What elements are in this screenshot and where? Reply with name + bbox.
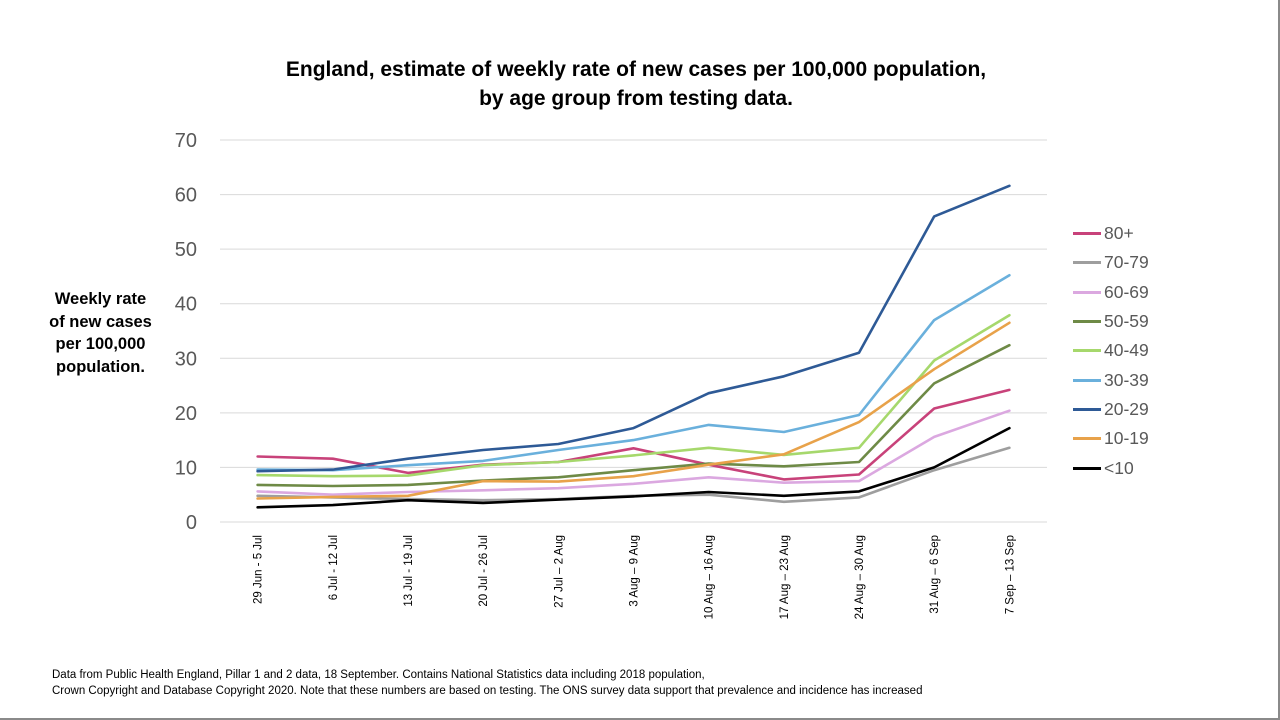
- chart-title: England, estimate of weekly rate of new …: [200, 55, 1072, 113]
- y-tick-label: 50: [175, 239, 197, 261]
- legend-item: 30-39: [1073, 365, 1149, 394]
- x-tick-label: 24 Aug – 30 Aug: [854, 535, 866, 619]
- x-tick-label: 3 Aug – 9 Aug: [629, 535, 641, 607]
- bottom-border: [0, 718, 1280, 720]
- legend-swatch: [1073, 437, 1101, 441]
- series-line-60-69: [256, 409, 1011, 497]
- legend-label: 70-79: [1104, 252, 1149, 273]
- chart-title-line-1: England, estimate of weekly rate of new …: [285, 58, 987, 81]
- legend-label: 80+: [1104, 223, 1134, 244]
- legend-label: 20-29: [1104, 398, 1149, 419]
- x-tick-label: 6 Jul - 12 Jul: [328, 535, 340, 600]
- footnote-line-1: Data from Public Health England, Pillar …: [52, 669, 705, 681]
- legend-label: 60-69: [1104, 281, 1149, 302]
- legend-swatch: [1073, 261, 1101, 265]
- x-tick-label: 17 Aug – 23 Aug: [779, 535, 791, 619]
- series-line-<10: [256, 426, 1011, 509]
- legend-swatch: [1073, 232, 1101, 236]
- legend-label: 40-49: [1104, 340, 1149, 361]
- y-tick-label: 70: [175, 130, 197, 152]
- legend-label: <10: [1104, 457, 1134, 478]
- x-tick-label: 13 Jul - 19 Jul: [403, 535, 415, 607]
- legend-item: 70-79: [1073, 248, 1149, 277]
- y-axis-label-line-4: population.: [56, 357, 145, 376]
- legend-label: 30-39: [1104, 369, 1149, 390]
- legend-swatch: [1073, 320, 1101, 324]
- legend-swatch: [1073, 349, 1101, 353]
- legend-swatch: [1073, 290, 1101, 294]
- x-tick-label: 20 Jul - 26 Jul: [478, 535, 490, 607]
- y-tick-label: 20: [175, 403, 197, 425]
- legend-item: 50-59: [1073, 307, 1149, 336]
- footnote-line-2: Crown Copyright and Database Copyright 2…: [52, 685, 923, 697]
- footnote: Data from Public Health England, Pillar …: [52, 667, 922, 699]
- x-tick-label: 29 Jun - 5 Jul: [253, 535, 265, 604]
- series-line-40-49: [256, 313, 1011, 478]
- legend-label: 10-19: [1104, 428, 1149, 449]
- legend-swatch: [1073, 378, 1101, 382]
- y-axis-label-line-3: per 100,000: [55, 335, 146, 353]
- legend-swatch: [1073, 466, 1101, 470]
- y-tick-label: 40: [175, 294, 197, 316]
- y-tick-label: 10: [175, 457, 197, 479]
- y-axis-label-line-2: of new cases: [49, 312, 152, 331]
- series-line-10-19: [256, 321, 1011, 500]
- legend-item: 80+: [1073, 219, 1149, 248]
- x-tick-label: 27 Jul – 2 Aug: [553, 535, 565, 608]
- legend-item: 60-69: [1073, 278, 1149, 307]
- legend-item: 40-49: [1073, 336, 1149, 365]
- legend: 80+ 70-79 60-69 50-59 40-49 30-39 20-29 10-19 <1…: [1073, 219, 1149, 483]
- series-line-50-59: [256, 343, 1011, 488]
- y-tick-label: 0: [186, 512, 197, 534]
- legend-swatch: [1073, 407, 1101, 411]
- series-line-30-39: [256, 273, 1011, 472]
- legend-label: 50-59: [1104, 311, 1149, 332]
- y-axis-label: Weekly rate of new cases per 100,000 pop…: [28, 288, 173, 378]
- legend-item: 20-29: [1073, 395, 1149, 424]
- right-border: [1278, 0, 1280, 720]
- y-axis-label-line-1: Weekly rate: [54, 290, 147, 308]
- y-tick-label: 30: [175, 348, 197, 370]
- x-tick-label: 31 Aug – 6 Sep: [929, 535, 941, 614]
- x-tick-label: 10 Aug – 16 Aug: [704, 535, 716, 619]
- chart-title-line-2: by age group from testing data.: [479, 87, 793, 110]
- legend-item: <10: [1073, 453, 1149, 482]
- series-line-20-29: [256, 184, 1011, 473]
- legend-item: 10-19: [1073, 424, 1149, 453]
- x-tick-label: 7 Sep – 13 Sep: [1004, 535, 1016, 614]
- y-tick-label: 60: [175, 185, 197, 207]
